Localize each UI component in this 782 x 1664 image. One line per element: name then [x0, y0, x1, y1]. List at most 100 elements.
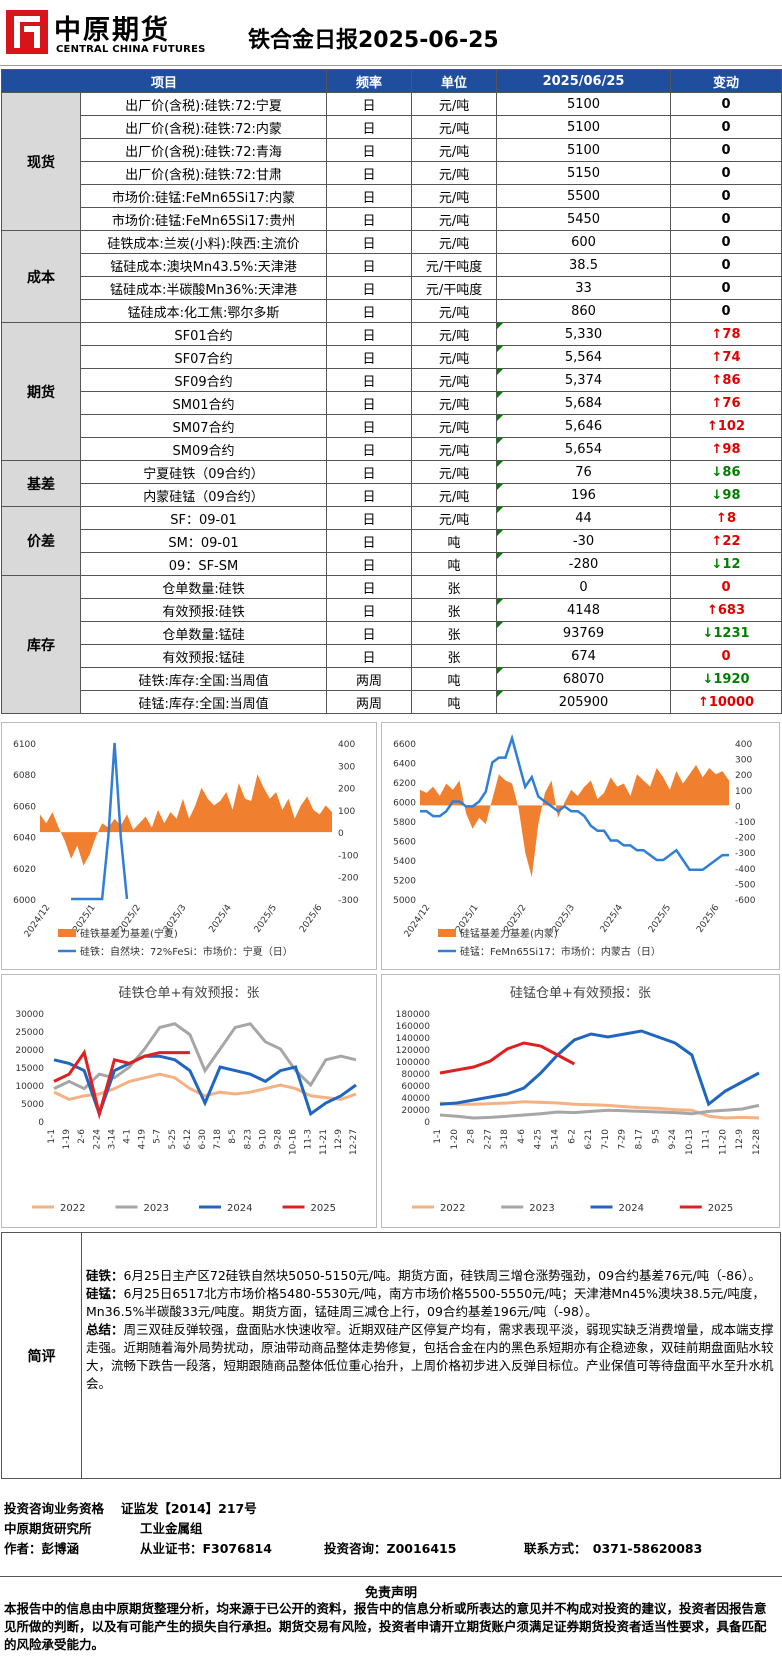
table-row: 市场价:硅锰:FeMn65Si17:贵州日元/吨 5450 0 [2, 207, 782, 231]
table-row: 09：SF-SM 日吨 -280 ↓12 [2, 552, 782, 576]
x-tick-label: 9-24 [668, 1129, 678, 1150]
y2-tick-label: 100 [338, 807, 355, 817]
item-cell: 仓单数量:锰硅 [79, 621, 328, 645]
y-tick-label: 6020 [13, 865, 36, 875]
x-tick-label: 2025/6 [298, 903, 325, 935]
arrow-down-icon: ↓ [702, 625, 714, 641]
unit-cell: 张 [411, 598, 498, 622]
item-cell: SF01合约 [79, 322, 328, 346]
x-tick-label: 1-20 [450, 1129, 460, 1150]
change-cell: 0 [670, 92, 782, 116]
item-cell: SM07合约 [79, 414, 328, 438]
commentary-ferrosilicon-body: 6月25日主产区72硅铁自然块5050-5150元/吨。期货方面，硅铁周三增仓涨… [123, 1268, 761, 1283]
x-tick-label: 8-5 [228, 1129, 238, 1144]
unit-cell: 元/干吨度 [411, 276, 498, 300]
x-tick-label: 2-6 [77, 1129, 87, 1144]
item-cell: 出厂价(含税):硅铁:72:青海 [79, 138, 328, 162]
unit-cell: 元/吨 [411, 414, 498, 438]
commentary-text: 硅铁：6月25日主产区72硅铁自然块5050-5150元/吨。期货方面，硅铁周三… [86, 1267, 776, 1393]
x-tick-label: 10-13 [685, 1129, 695, 1155]
value-cell: 44 [496, 506, 672, 530]
item-cell: 09：SF-SM [79, 552, 328, 576]
y2-tick-label: -600 [735, 896, 756, 906]
y-tick-label: 0 [38, 1118, 44, 1128]
x-tick-label: 6-2 [567, 1129, 577, 1144]
x-tick-label: 7-29 [618, 1129, 628, 1150]
sf-basis-chart: 6000 6020 6040 6060 6080 6100 -300 -200 -100 0 100… [1, 722, 377, 970]
x-tick-label: 11-3 [304, 1129, 314, 1149]
unit-cell: 元/吨 [411, 184, 498, 208]
y-tick-label: 20000 [15, 1046, 44, 1056]
x-tick-label: 2025/4 [599, 903, 626, 935]
sm-receipts-chart-svg: 硅锰仓单+有效预报：张 0 20000 40000 60000 80000 100000 12… [396, 986, 762, 1214]
col-header-change: 变动 [670, 69, 782, 93]
logo-text-en: CENTRAL CHINA FUTURES [56, 44, 206, 55]
x-tick-label: 1-1 [47, 1129, 57, 1144]
change-value: 86 [722, 464, 741, 480]
value-cell: 5,684 [496, 391, 672, 415]
y-tick-label: 0 [424, 1118, 430, 1128]
sm-basis-chart-svg: 5000 5200 5400 5600 5800 6000 6200 6400 6600 -600… [393, 733, 756, 958]
legend-area-swatch [438, 929, 456, 937]
arrow-up-icon: ↑ [711, 533, 723, 549]
table-row: SM09合约日元/吨 5,654 ↑98 [2, 437, 782, 461]
frequency-cell: 日 [326, 621, 413, 645]
price-line [420, 733, 729, 871]
item-cell: 市场价:硅锰:FeMn65Si17:贵州 [79, 207, 328, 231]
item-cell: 硅锰:库存:全国:当周值 [79, 690, 328, 714]
y-tick-label: 6000 [393, 799, 416, 809]
x-tick-label: 7-18 [213, 1129, 223, 1150]
change-cell: 0 [670, 575, 782, 599]
frequency-cell: 日 [326, 207, 413, 231]
unit-cell: 张 [411, 644, 498, 668]
y-tick-label: 30000 [15, 1010, 44, 1020]
item-cell: SF09合约 [79, 368, 328, 392]
item-cell: 有效预报:锰硅 [79, 644, 328, 668]
change-value: 74 [722, 349, 741, 365]
arrow-up-icon: ↑ [711, 326, 723, 342]
y2-tick-label: 400 [735, 740, 752, 750]
change-cell: ↑76 [670, 391, 782, 415]
table-row: 价差 SF：09-01 日元/吨 44 ↑8 [1, 506, 782, 576]
legend-line-label: 硅锰：FeMn65Si17：市场价：内蒙古（日） [460, 945, 661, 958]
col-header-freq: 频率 [326, 69, 413, 93]
institute-name: 中原期货研究所 [4, 1521, 92, 1536]
y2-tick-label: -400 [735, 865, 756, 875]
change-value: 683 [717, 602, 746, 618]
change-cell: ↑86 [670, 368, 782, 392]
series-line-2024 [439, 1029, 760, 1107]
item-cell: SM09合约 [79, 437, 328, 461]
arrow-down-icon: ↓ [711, 464, 723, 480]
y2-tick-label: -200 [735, 834, 756, 844]
change-cell: 0 [670, 184, 782, 208]
y2-tick-label: 200 [338, 785, 355, 795]
change-cell: 0 [670, 138, 782, 162]
disclaimer-text: 本报告中的信息由中原期货整理分析，均来源于已公开的资料，报告中的信息分析或所表达… [4, 1601, 767, 1652]
x-tick-label: 11-21 [319, 1129, 329, 1155]
x-tick-label: 9-28 [274, 1129, 284, 1150]
commentary-summary-head: 总结： [86, 1322, 124, 1337]
y2-tick-label: 300 [735, 756, 752, 766]
sm-basis-chart: 5000 5200 5400 5600 5800 6000 6200 6400 6600 -600… [381, 722, 780, 970]
value-cell: 93769 [496, 621, 672, 645]
y-tick-label: 180000 [396, 1010, 431, 1020]
commentary-label: 简评 [2, 1233, 82, 1478]
series-line-2023 [439, 1103, 760, 1120]
unit-cell: 元/吨 [411, 460, 498, 484]
frequency-cell: 日 [326, 138, 413, 162]
unit-cell: 元/吨 [411, 115, 498, 139]
legend-label-2023: 2023 [529, 1203, 554, 1214]
value-cell: 33 [496, 276, 672, 300]
legend-label-2023: 2023 [144, 1203, 169, 1214]
value-cell: -280 [496, 552, 672, 576]
legend-label-2022: 2022 [440, 1203, 465, 1214]
y-tick-label: 15000 [15, 1064, 44, 1074]
frequency-cell: 日 [326, 575, 413, 599]
value-cell: 5,564 [496, 345, 672, 369]
frequency-cell: 日 [326, 598, 413, 622]
company-logo-icon [6, 10, 48, 54]
x-tick-label: 4-1 [123, 1129, 133, 1144]
item-cell: 内蒙硅锰（09合约） [79, 483, 328, 507]
x-tick-label: 11-20 [718, 1129, 728, 1155]
y2-tick-label: 200 [735, 771, 752, 781]
